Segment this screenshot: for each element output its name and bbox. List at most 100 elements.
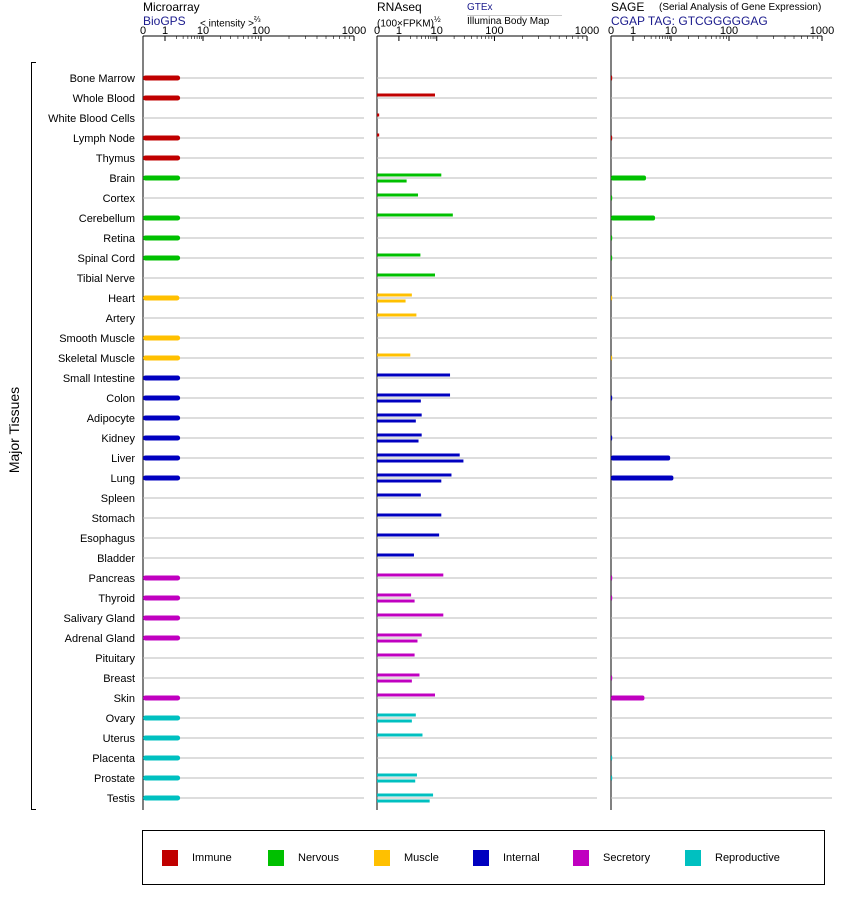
tissue-label: Lymph Node [73,133,135,145]
tissue-label: Salivary Gland [63,613,135,625]
bar-rnaseq [377,473,452,477]
bar-microarray [143,735,181,741]
bar-sage [611,695,645,701]
bar-rnaseq [377,113,380,117]
microarray-unit: < intensity >⅔ [200,15,261,30]
bar-rnaseq [377,439,419,443]
bar-microarray [143,215,181,221]
legend-label: Muscle [404,852,439,864]
legend-swatch [473,850,489,866]
bar-sage [611,135,613,141]
tissue-label: Brain [109,173,135,185]
bar-rnaseq [377,93,435,97]
tissue-label: Small Intestine [63,373,135,385]
x-tick-label: 1 [162,25,168,37]
bar-microarray [143,355,181,361]
bar-microarray [143,155,181,161]
bar-microarray [143,615,181,621]
bar-rnaseq [377,599,415,603]
legend-item-muscle: Muscle [374,850,439,866]
microarray-source: BioGPS [143,14,186,28]
bar-rnaseq [377,453,460,457]
bars-layer [143,75,674,803]
rnaseq-unit: (100×FPKM)½ [377,15,441,30]
bar-rnaseq [377,353,411,357]
legend-swatch [268,850,284,866]
bar-rnaseq [377,493,421,497]
bar-microarray [143,635,181,641]
bar-rnaseq [377,793,434,797]
tissue-label: Placenta [92,753,136,765]
tissue-label: Uterus [103,733,136,745]
bar-sage [611,435,613,441]
tissue-label: Thyroid [98,593,135,605]
bar-rnaseq [377,133,380,137]
bar-rnaseq [377,713,416,717]
tissue-label: Spinal Cord [78,253,135,265]
bar-rnaseq [377,179,407,183]
tissue-label: Lung [111,473,135,485]
bar-rnaseq [377,679,412,683]
bar-sage [611,575,613,581]
legend-label: Reproductive [715,852,780,864]
tissue-label: Adrenal Gland [65,633,135,645]
legend-swatch [162,850,178,866]
axes-layer: 0 1 10 100 1000 0 1 10 100 1000 0 1 10 100 1000 [140,25,834,810]
bar-sage [611,175,647,181]
bar-rnaseq [377,459,464,463]
bar-rnaseq [377,533,440,537]
x-tick-label: 0 [140,25,146,37]
legend-label: Secretory [603,852,651,864]
bar-sage [611,355,613,361]
bar-rnaseq [377,399,421,403]
bar-microarray [143,455,181,461]
bar-microarray [143,235,181,241]
legend-swatch [374,850,390,866]
legend: Immune Nervous Muscle Internal Secretory… [142,830,825,885]
bar-rnaseq [377,693,435,697]
tissue-label: Pancreas [89,573,136,585]
x-tick-label: 100 [720,25,738,37]
bar-rnaseq [377,733,423,737]
bar-rnaseq [377,393,451,397]
x-tick-label: 1 [396,25,402,37]
side-label: Major Tissues [6,386,22,474]
side-bracket [31,62,36,810]
rnaseq-title: RNAseq [377,0,422,14]
bar-rnaseq [377,553,414,557]
bar-rnaseq [377,593,412,597]
tissue-label: Adipocyte [87,413,135,425]
tissue-label: Tibial Nerve [77,273,135,285]
bar-rnaseq [377,639,418,643]
sage-subtitle: (Serial Analysis of Gene Expression) [659,2,822,13]
legend-swatch [685,850,701,866]
bar-rnaseq [377,313,417,317]
tissue-label: Breast [103,673,135,685]
bar-rnaseq [377,293,412,297]
bar-sage [611,595,613,601]
x-tick-label: 10 [431,25,443,37]
bar-rnaseq [377,213,453,217]
legend-item-reproductive: Reproductive [685,850,780,866]
sage-tag: CGAP TAG: GTCGGGGGAG [611,14,768,28]
x-tick-label: 10 [665,25,677,37]
bar-microarray [143,575,181,581]
rnaseq-source-gtex: GTEx [467,2,493,13]
bar-rnaseq [377,633,422,637]
tissue-label: Liver [111,453,135,465]
legend-item-secretory: Secretory [573,850,650,866]
bar-rnaseq [377,253,421,257]
legend-label: Immune [192,852,232,864]
bar-microarray [143,435,181,441]
bar-microarray [143,175,181,181]
bar-microarray [143,75,181,81]
x-tick-label: 100 [485,25,503,37]
x-tick-label: 1 [630,25,636,37]
bar-microarray [143,475,181,481]
bar-microarray [143,755,181,761]
bar-sage [611,195,613,201]
bar-sage [611,395,613,401]
bar-microarray [143,335,181,341]
bar-sage [611,295,613,301]
legend-item-nervous: Nervous [268,850,339,866]
